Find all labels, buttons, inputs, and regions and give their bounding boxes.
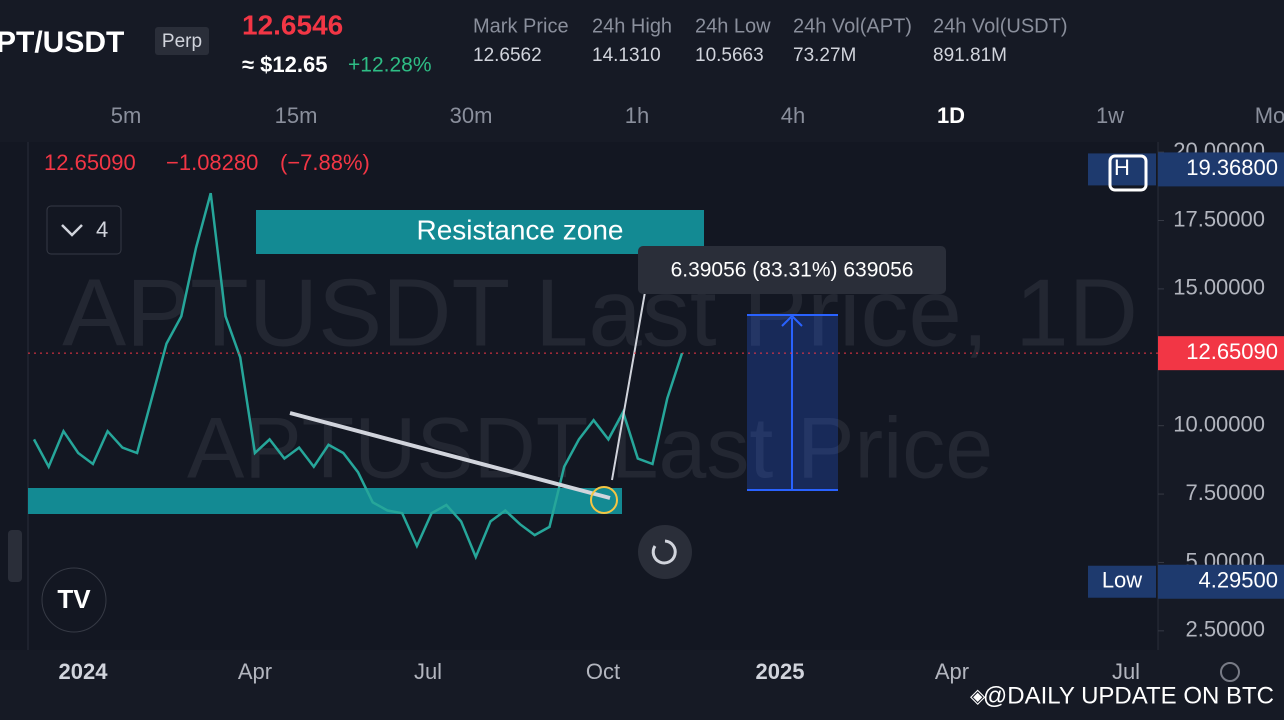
fullscreen-icon[interactable]	[1108, 154, 1148, 192]
x-tick-label: Jul	[1112, 659, 1140, 684]
indicator-toggle[interactable]	[46, 205, 122, 255]
support-zone	[28, 488, 622, 514]
x-tick-label: Apr	[238, 659, 272, 684]
side-handle[interactable]	[8, 530, 22, 582]
x-tick-label: Apr	[935, 659, 969, 684]
measure-label: 6.39056 (83.31%) 639056	[671, 259, 914, 282]
trendline	[611, 291, 646, 481]
timeframe[interactable]: 1h	[625, 103, 649, 128]
x-tick-label: 2025	[756, 659, 805, 684]
timeframe[interactable]: 1w	[1096, 103, 1124, 128]
stat-label: 24h Vol(USDT)	[933, 15, 1068, 37]
watermark: APTUSDT Last Price, 1D	[62, 259, 1138, 366]
measure-tooltip	[638, 246, 946, 294]
footer-watermark: @DAILY UPDATE ON BTC	[983, 682, 1274, 709]
badge-bg	[155, 27, 209, 55]
x-tick-label: 2024	[59, 659, 109, 684]
y-tick-label: 17.50000	[1173, 206, 1265, 231]
timeframe[interactable]: 15m	[275, 103, 318, 128]
price-tag: 12.65090	[1186, 339, 1278, 364]
timeframe[interactable]: 1D	[937, 103, 965, 128]
change: +12.28%	[348, 54, 432, 77]
stat-label: Mark Price	[473, 15, 569, 37]
price-tag: 19.36800	[1186, 155, 1278, 180]
stat-label: 24h Low	[695, 15, 771, 37]
x-tick-label: Jul	[414, 659, 442, 684]
annotation: Resistance zone	[416, 214, 623, 245]
stat-value: 891.81M	[933, 45, 1007, 66]
stat-value: 10.5663	[695, 45, 764, 66]
symbol[interactable]: PT/USDT	[0, 26, 124, 59]
badge: Perp	[162, 31, 202, 52]
logo: TV	[57, 584, 91, 614]
y-tick-label: 15.00000	[1173, 275, 1265, 300]
timeframe[interactable]: 5m	[111, 103, 142, 128]
y-tick-label: 10.00000	[1173, 411, 1265, 436]
price-tag-name-bg	[1088, 565, 1156, 598]
chevron	[61, 224, 83, 237]
x-tick-label: Oct	[586, 659, 620, 684]
trendline	[289, 411, 611, 500]
y-tick-label: 2.50000	[1185, 617, 1265, 642]
price-tag-bg	[1158, 336, 1284, 371]
highlight-circle	[590, 486, 618, 514]
binance-icon: ◈	[970, 685, 986, 707]
price-line	[32, 192, 684, 561]
legend-change: −1.08280	[166, 150, 258, 175]
measure-arrowhead	[781, 314, 803, 327]
price-tag: 4.29500	[1198, 568, 1278, 593]
timeframe[interactable]: 30m	[450, 103, 493, 128]
timeframe[interactable]: Mo	[1255, 103, 1284, 128]
price-tag-bg	[1158, 152, 1284, 187]
price: 12.6546	[242, 9, 343, 40]
stat-value: 12.6562	[473, 45, 542, 66]
legend-pct: (−7.88%)	[280, 150, 370, 175]
stat-label: 24h Vol(APT)	[793, 15, 912, 37]
settings-icon[interactable]	[1220, 662, 1240, 682]
stat-label: 24h High	[592, 15, 672, 37]
price-tag-bg	[1158, 564, 1284, 599]
logo-button[interactable]	[41, 567, 107, 633]
stat-value: 14.1310	[592, 45, 661, 66]
price-tag-name: Low	[1102, 568, 1142, 593]
reset-icon	[651, 539, 677, 565]
watermark: APTUSDT Last Price	[187, 401, 993, 497]
price-tag-name: H	[1114, 155, 1130, 180]
reset-button[interactable]	[638, 525, 692, 579]
stat-value: 73.27M	[793, 45, 856, 66]
legend-price: 12.65090	[44, 150, 136, 175]
resistance-zone	[256, 210, 704, 254]
usd-price: ≈ $12.65	[242, 52, 327, 77]
y-tick-label: 7.50000	[1185, 480, 1265, 505]
indicator-count: 4	[96, 217, 108, 242]
timeframe[interactable]: 4h	[781, 103, 805, 128]
